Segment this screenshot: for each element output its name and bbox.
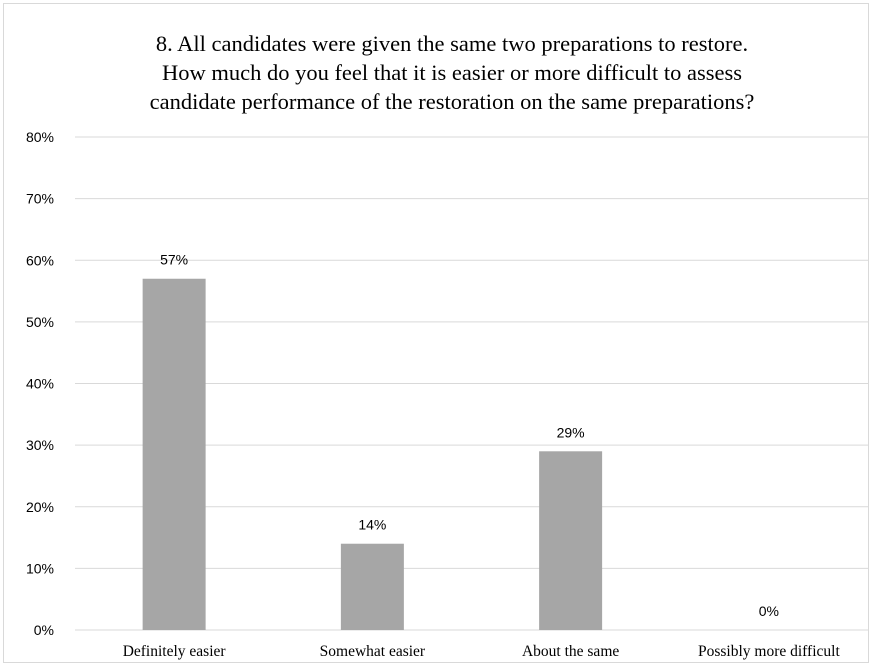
- x-category-label: Definitely easier: [123, 643, 227, 660]
- bar: [539, 451, 603, 630]
- data-label: 57%: [160, 252, 188, 268]
- chart-title-line-1: 8. All candidates were given the same tw…: [155, 31, 749, 56]
- x-category-label: About the same: [522, 643, 619, 660]
- y-tick-label: 20%: [26, 499, 54, 515]
- chart-title-line-3: candidate performance of the restoration…: [149, 89, 755, 114]
- y-tick-label: 70%: [26, 191, 54, 207]
- data-label: 0%: [759, 603, 779, 619]
- x-category-label: Somewhat easier: [320, 643, 426, 660]
- data-label: 14%: [358, 517, 386, 533]
- y-tick-label: 30%: [26, 437, 54, 453]
- y-tick-label: 0%: [34, 622, 54, 638]
- chart-title: 8. All candidates were given the same tw…: [60, 29, 844, 116]
- bar: [340, 543, 404, 630]
- data-label: 29%: [557, 424, 585, 440]
- y-tick-label: 50%: [26, 314, 54, 330]
- x-category-label: Possibly more difficult: [698, 643, 840, 660]
- y-tick-label: 10%: [26, 560, 54, 576]
- y-tick-label: 80%: [26, 129, 54, 145]
- chart-title-line-2: How much do you feel that it is easier o…: [161, 60, 743, 85]
- bar: [142, 278, 206, 630]
- y-tick-label: 40%: [26, 376, 54, 392]
- y-tick-label: 60%: [26, 252, 54, 268]
